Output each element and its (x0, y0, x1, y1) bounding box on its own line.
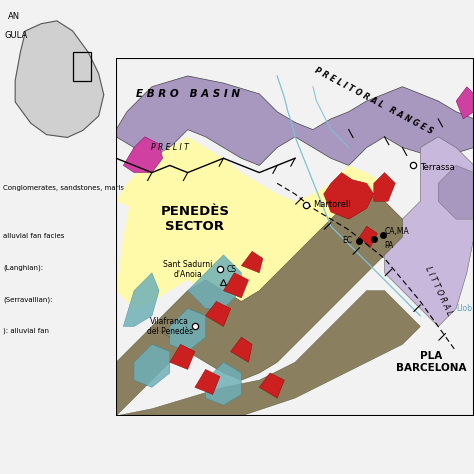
Polygon shape (123, 137, 163, 173)
Text: Llob: Llob (456, 304, 472, 313)
Polygon shape (241, 251, 263, 273)
Polygon shape (374, 173, 395, 201)
Text: alluvial fan facies: alluvial fan facies (3, 233, 65, 239)
Polygon shape (170, 158, 223, 201)
Text: AN: AN (8, 12, 20, 21)
Text: E B R O   B A S I N: E B R O B A S I N (136, 89, 240, 99)
Polygon shape (359, 226, 377, 248)
Text: PENEDÈS
SECTOR: PENEDÈS SECTOR (160, 205, 229, 233)
Text: P R E L I T O R A L   R A N G E S: P R E L I T O R A L R A N G E S (313, 66, 435, 136)
Polygon shape (170, 344, 195, 369)
Polygon shape (170, 309, 206, 352)
Polygon shape (15, 21, 104, 137)
Text: EC: EC (342, 236, 352, 245)
Polygon shape (223, 273, 248, 298)
Polygon shape (152, 194, 402, 380)
Polygon shape (231, 337, 252, 362)
Polygon shape (188, 255, 241, 309)
Polygon shape (195, 369, 220, 394)
Text: (Langhian):: (Langhian): (3, 264, 44, 271)
Text: ): alluvial fan: ): alluvial fan (3, 328, 49, 334)
Text: L I T T O R A L: L I T T O R A L (423, 264, 454, 317)
Text: Vilafranca
del Penedès: Vilafranca del Penedès (147, 317, 193, 336)
Polygon shape (134, 344, 170, 387)
Polygon shape (123, 273, 159, 327)
Text: Martorell: Martorell (313, 201, 351, 210)
Polygon shape (259, 373, 284, 398)
Text: GULA: GULA (5, 31, 28, 40)
Polygon shape (438, 165, 474, 219)
Text: PA: PA (384, 241, 394, 250)
Polygon shape (331, 165, 384, 219)
Text: Conglomerates, sandstones, marls: Conglomerates, sandstones, marls (3, 185, 125, 191)
Polygon shape (116, 76, 474, 165)
Text: Sant Sadurni
d'Anoia: Sant Sadurni d'Anoia (163, 259, 212, 279)
Text: Terrassa: Terrassa (420, 163, 455, 172)
Polygon shape (206, 362, 241, 405)
Polygon shape (456, 87, 474, 119)
Polygon shape (116, 137, 367, 309)
Polygon shape (116, 165, 170, 209)
Text: CA,MA: CA,MA (384, 227, 409, 236)
Text: CS: CS (227, 264, 237, 273)
Polygon shape (324, 173, 374, 219)
Text: P R E L I T: P R E L I T (151, 143, 189, 152)
Polygon shape (116, 327, 188, 416)
Polygon shape (206, 301, 231, 327)
Polygon shape (116, 291, 420, 416)
Text: (Serravallian):: (Serravallian): (3, 296, 53, 302)
Text: PLA
BARCELONA: PLA BARCELONA (396, 351, 466, 373)
Polygon shape (384, 137, 474, 327)
Bar (73, 52, 91, 81)
